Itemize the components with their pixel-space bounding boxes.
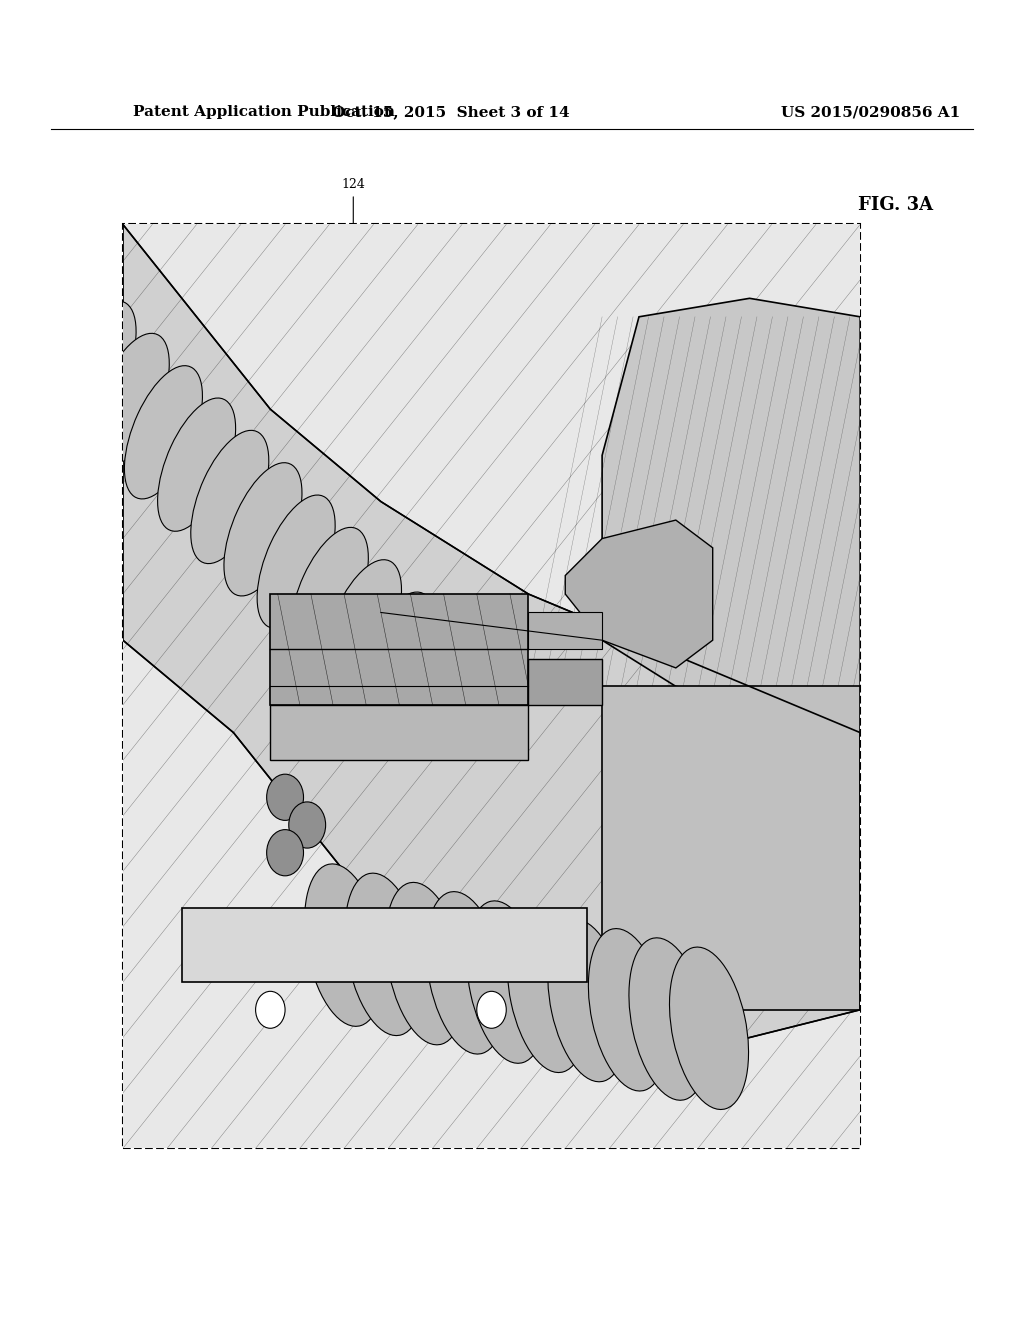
Text: Oct. 15, 2015  Sheet 3 of 14: Oct. 15, 2015 Sheet 3 of 14: [332, 106, 569, 119]
Text: Patent Application Publication: Patent Application Publication: [133, 106, 395, 119]
Text: 122: 122: [549, 495, 573, 508]
Ellipse shape: [467, 900, 546, 1064]
Bar: [602, 686, 860, 1010]
Text: 164: 164: [231, 535, 256, 548]
Circle shape: [266, 774, 303, 821]
Ellipse shape: [548, 919, 627, 1082]
Ellipse shape: [304, 863, 384, 1027]
Text: 154: 154: [274, 594, 299, 607]
Circle shape: [256, 991, 285, 1028]
Bar: [123, 224, 860, 1148]
Ellipse shape: [190, 430, 268, 564]
Circle shape: [477, 991, 506, 1028]
Ellipse shape: [356, 593, 434, 725]
Ellipse shape: [386, 882, 465, 1045]
Text: 202: 202: [653, 620, 678, 634]
Text: 172: 172: [215, 568, 240, 581]
Text: 166: 166: [497, 541, 521, 554]
Text: 172: 172: [623, 521, 647, 535]
Ellipse shape: [670, 946, 749, 1110]
Text: 174: 174: [226, 471, 251, 484]
Ellipse shape: [158, 399, 236, 531]
Text: 126: 126: [618, 845, 673, 870]
Polygon shape: [602, 298, 860, 705]
Text: 164: 164: [365, 554, 389, 568]
Ellipse shape: [589, 928, 668, 1092]
Text: 146: 146: [421, 785, 445, 799]
Ellipse shape: [629, 937, 708, 1101]
Ellipse shape: [426, 891, 505, 1055]
Text: 124: 124: [341, 178, 366, 234]
Ellipse shape: [324, 560, 401, 693]
Bar: [270, 705, 528, 760]
Text: 110: 110: [497, 1093, 521, 1122]
Ellipse shape: [507, 909, 587, 1073]
Bar: [182, 908, 588, 982]
Bar: [528, 612, 602, 649]
Ellipse shape: [224, 463, 302, 595]
Ellipse shape: [58, 301, 136, 434]
Text: 138: 138: [508, 657, 532, 671]
Bar: [270, 594, 528, 705]
Text: 170: 170: [428, 535, 453, 548]
Ellipse shape: [345, 873, 424, 1036]
Text: 166: 166: [244, 502, 268, 515]
Ellipse shape: [125, 366, 203, 499]
Ellipse shape: [257, 495, 335, 628]
Polygon shape: [565, 520, 713, 668]
Text: US 2015/0290856 A1: US 2015/0290856 A1: [780, 106, 961, 119]
Ellipse shape: [390, 624, 468, 758]
Ellipse shape: [25, 269, 102, 401]
Ellipse shape: [291, 528, 369, 660]
Text: 200: 200: [650, 660, 675, 673]
Text: 148: 148: [544, 594, 568, 607]
Text: 174: 174: [641, 581, 666, 594]
Text: 136: 136: [349, 739, 374, 752]
Circle shape: [266, 830, 303, 876]
Text: FIG. 3A: FIG. 3A: [858, 195, 934, 214]
Polygon shape: [123, 224, 860, 1056]
Text: 176: 176: [155, 541, 179, 554]
Ellipse shape: [91, 334, 169, 466]
Bar: [528, 659, 602, 705]
Text: 172: 172: [254, 624, 279, 638]
Circle shape: [289, 803, 326, 849]
